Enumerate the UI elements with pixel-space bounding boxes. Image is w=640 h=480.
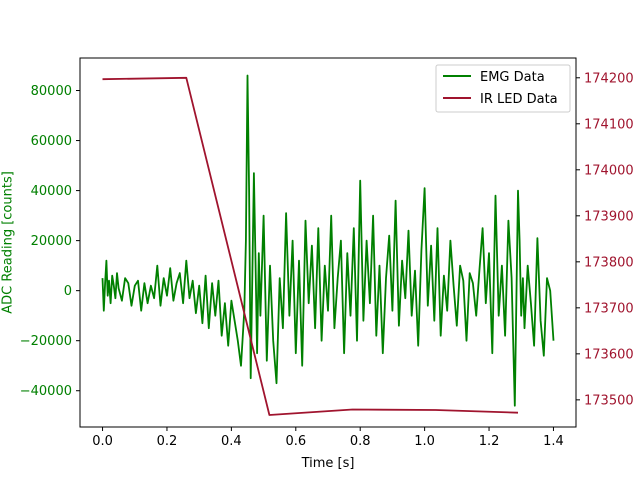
left-y-tick-label: −20000 [20,334,72,349]
right-y-axis: 173500 173600 173700 173800 173900 174000 1741… [576,71,634,408]
left-y-tick-label: 60000 [31,134,72,149]
left-y-tick-label: −40000 [20,384,72,399]
x-tick-label: 1.0 [414,434,435,449]
ir-led-data-line [102,76,519,416]
x-tick-label: 0.2 [157,434,178,449]
right-y-tick-label: 173800 [584,255,634,270]
right-y-tick-label: 174100 [584,117,634,132]
x-tick-label: 1.4 [543,434,564,449]
plot-frame [79,57,577,428]
left-y-tick-label: 0 [64,284,72,299]
ir-led-series-layer [102,76,519,416]
x-tick-label: 0.0 [92,434,113,449]
emg-series-layer [101,74,555,407]
left-y-tick-label: 20000 [31,234,72,249]
right-y-tick-label: 174200 [584,71,634,86]
x-axis-label: Time [s] [301,456,355,471]
right-y-tick-label: 173900 [584,209,634,224]
legend-label-ir-led: IR LED Data [480,92,558,107]
x-tick-label: 0.4 [221,434,242,449]
left-y-axis-label: ADC Reading [counts] [1,171,16,314]
right-y-tick-label: 173600 [584,347,634,362]
x-axis: 0.0 0.2 0.4 0.6 0.8 1.0 1.2 1.4 [92,427,564,449]
x-tick-label: 0.6 [285,434,306,449]
x-tick-label: 1.2 [479,434,500,449]
x-tick-label: 0.8 [350,434,371,449]
right-y-tick-label: 173500 [584,393,634,408]
legend-label-emg: EMG Data [480,70,545,85]
left-y-axis: −40000 −20000 0 20000 40000 60000 80000 [20,84,80,399]
right-y-tick-label: 173700 [584,301,634,316]
legend: EMG Data IR LED Data [435,64,571,113]
right-y-tick-label: 174000 [584,163,634,178]
emg-data-line [101,74,555,407]
left-y-tick-label: 80000 [31,84,72,99]
left-y-tick-label: 40000 [31,184,72,199]
